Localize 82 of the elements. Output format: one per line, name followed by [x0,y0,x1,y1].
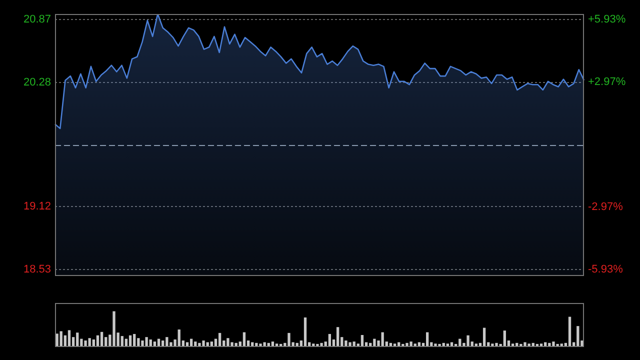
bar [482,328,486,346]
y-tick-label: 20.87 [23,13,51,26]
bar [76,332,79,346]
bar [186,342,189,346]
bar [120,336,124,346]
bar [369,342,372,346]
bar [218,332,222,346]
bar [406,342,408,346]
bar [410,342,412,346]
bar [198,342,201,346]
bar [398,342,400,346]
bar [389,342,392,346]
bar [466,335,470,346]
bar [495,342,498,346]
bar [206,342,209,346]
bar [210,342,213,346]
bar [344,340,348,346]
y-tick-label: 19.12 [23,200,51,213]
bar [348,342,352,346]
bar [288,332,290,346]
bar [418,342,421,346]
bar [568,316,572,346]
y2-tick-label: +2.97% [588,76,626,88]
bar [296,342,298,346]
bar [352,342,356,346]
bar [60,331,62,346]
bar [92,339,95,346]
y-tick-label: 18.53 [23,264,51,276]
y2-tick-label: +5.93% [588,14,626,26]
bar [56,334,58,346]
bar [230,342,234,346]
bar [552,342,555,346]
bar [426,332,429,346]
bar [251,342,254,346]
bar [149,339,152,346]
bar [576,326,580,346]
bar [267,342,270,346]
bar [157,338,160,346]
bar [271,342,274,346]
bar [304,317,307,346]
bar [373,338,376,346]
bar [100,332,104,346]
bar [524,342,526,346]
bar [263,342,266,346]
bar [320,342,323,346]
bar [153,342,156,346]
bar [194,342,197,346]
bar [450,342,454,346]
bar [548,342,551,346]
bar [190,338,193,346]
bar [96,335,100,346]
bar [137,338,140,346]
bar [133,334,136,346]
y2-tick-label: -2.97% [588,201,624,214]
bar [442,342,445,346]
bar [226,338,230,346]
y2-tick-label: -5.93% [588,264,624,276]
bar [381,332,384,346]
bar [234,342,238,346]
bar [84,340,87,346]
bar [141,340,144,346]
bar [242,332,246,346]
bar [68,330,71,346]
bar [112,311,116,346]
bar [178,330,180,346]
bar [145,337,148,346]
bar [202,340,205,346]
bar [544,342,547,346]
bar [166,337,168,346]
bar [328,334,332,346]
bar [458,338,462,346]
bar [88,338,91,346]
bar [360,335,364,346]
y-tick-label: 20.28 [23,76,51,88]
bar [255,342,258,346]
bar [128,335,132,346]
bar [162,340,164,346]
bar [124,338,128,346]
bar [336,327,340,346]
bar [503,330,506,346]
bar [532,342,534,346]
bar [516,342,518,346]
